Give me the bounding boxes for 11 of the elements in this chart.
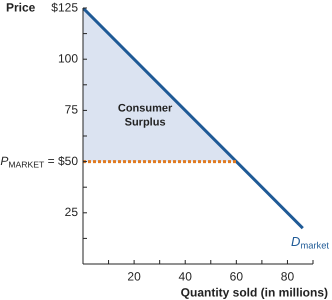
x-tick-label: 40	[178, 269, 192, 284]
x-tick-label: 20	[127, 269, 142, 284]
y-tick-label: 100	[58, 52, 78, 66]
y-tick-label: 75	[64, 102, 78, 117]
y-axis-title: Price	[6, 0, 36, 14]
annotation: Consumer Surplus	[118, 102, 174, 129]
x-tick-label: 60	[230, 269, 244, 284]
x-axis-title: Quantity sold (in millions)	[180, 285, 328, 300]
y-tick-label: $125	[51, 0, 78, 14]
x-tick-label: 80	[280, 269, 294, 284]
y-tick-label: 25	[64, 205, 78, 220]
